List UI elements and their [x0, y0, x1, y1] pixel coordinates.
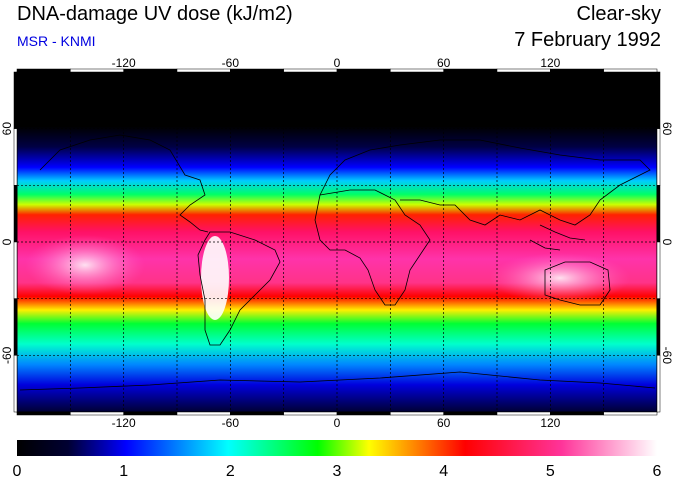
coast-africa: [314, 189, 431, 306]
lat-tick-right: 60: [660, 122, 674, 136]
frame-edge-segment: [443, 411, 498, 416]
frame-edge-segment: [13, 71, 18, 129]
lon-tick-bottom: 0: [334, 416, 341, 430]
source-label: MSR - KNMI: [17, 33, 96, 49]
map-title: DNA-damage UV dose (kJ/m2): [17, 3, 293, 25]
lon-tick-top: 60: [437, 56, 451, 70]
lon-tick-bottom: -120: [112, 416, 136, 430]
frame-edge-bars: [13, 68, 661, 416]
frame-edge-segment: [496, 411, 551, 416]
colorbar-tick: 3: [333, 463, 342, 480]
colorbar-tick: 1: [119, 463, 128, 480]
frame-edge-segment: [176, 411, 231, 416]
coast-indonesia: [529, 224, 586, 251]
frame-edge-segment: [390, 68, 444, 73]
frame-edge-segment: [13, 241, 18, 299]
frame-edge-segment: [283, 411, 338, 416]
frame-edge-segment: [123, 411, 178, 416]
frame-edge-segment: [603, 411, 658, 416]
frame-edge-segment: [656, 185, 661, 243]
hotspot-pacific: [25, 235, 145, 295]
frame-edge-segment: [443, 68, 498, 73]
coastlines: [19, 134, 656, 391]
frame-edge-segment: [70, 411, 124, 416]
frame-edge-segment: [13, 355, 18, 413]
lon-tick-bottom: 120: [540, 416, 560, 430]
colorbar-tick: 0: [13, 463, 22, 480]
lon-tick-top: -60: [222, 56, 240, 70]
frame-edge-segment: [390, 411, 444, 416]
frame-edge-segment: [656, 298, 661, 356]
coast-antarctica: [19, 371, 656, 391]
lat-ticks-left: 60 0 -60: [0, 122, 14, 364]
frame-edge-segment: [603, 68, 658, 73]
frame-edge-segment: [656, 241, 661, 299]
frame-edge-segment: [656, 355, 661, 413]
lon-ticks-bottom: -120 -60 0 60 120: [112, 416, 561, 430]
frame-edge-segment: [16, 68, 71, 73]
colorbar: [17, 440, 657, 456]
colorbar-labels: 0 1 2 3 4 5 6: [13, 463, 662, 480]
lon-tick-top: -120: [112, 56, 136, 70]
frame-edge-segment: [16, 411, 71, 416]
lon-tick-bottom: -60: [222, 416, 240, 430]
colorbar-tick: 6: [653, 463, 662, 480]
frame-edge-segment: [336, 68, 391, 73]
lat-ticks-right: 60 0 -60: [660, 122, 674, 364]
hotspot-australia: [490, 253, 630, 303]
frame-edge-segment: [13, 298, 18, 356]
graticule: [17, 72, 657, 412]
frame-edge-segment: [13, 185, 18, 243]
frame-edge-segment: [656, 71, 661, 129]
lat-tick-right: -60: [660, 347, 674, 365]
coast-australia: [544, 261, 611, 306]
lon-ticks-top: -120 -60 0 60 120: [112, 56, 561, 70]
frame-edge-segment: [336, 411, 391, 416]
lon-tick-top: 120: [540, 56, 560, 70]
frame-edge-segment: [550, 411, 604, 416]
lat-tick-left: -60: [0, 346, 14, 364]
lat-tick-left: 0: [0, 238, 14, 245]
colorbar-tick: 5: [546, 463, 555, 480]
colorbar-tick: 2: [226, 463, 235, 480]
colorbar-tick: 4: [439, 463, 448, 480]
date-label: 7 February 1992: [514, 29, 661, 51]
lon-tick-bottom: 60: [437, 416, 451, 430]
sky-condition-label: Clear-sky: [576, 3, 661, 25]
lat-tick-right: 0: [660, 239, 674, 246]
frame-edge-segment: [283, 68, 338, 73]
frame-edge-segment: [656, 128, 661, 186]
lon-tick-top: 0: [334, 56, 341, 70]
lat-tick-left: 60: [0, 122, 14, 136]
frame-edge-segment: [13, 128, 18, 186]
frame-edge-segment: [230, 411, 284, 416]
coast-eurasia: [319, 139, 651, 226]
coast-north-america: [39, 134, 209, 233]
